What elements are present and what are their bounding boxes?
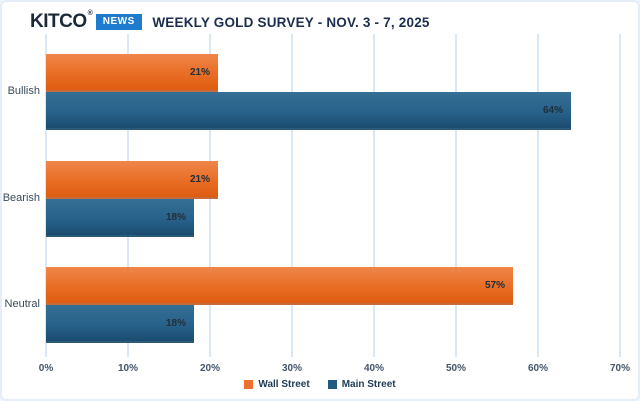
category-label: Bearish [2,192,40,204]
bar-neutral-wall-street [46,267,513,305]
legend-label: Main Street [341,379,396,390]
x-axis-tick-label: 70% [609,363,631,374]
legend-swatch-icon [327,380,337,389]
x-axis-tick-label: 30% [281,363,303,374]
bar-value-label: 21% [190,174,211,185]
bar-value-label: 57% [485,280,506,291]
kitco-logo: KITCO ® NEWS [30,10,142,33]
x-axis-tick-label: 20% [199,363,221,374]
kitco-wordmark: KITCO [30,11,87,32]
bar-value-label: 64% [543,105,564,116]
bar-bearish-wall-street [46,161,218,199]
bar-neutral-main-street [46,305,194,343]
x-axis-tick-label: 10% [117,363,139,374]
bar-bullish-main-street [46,92,571,130]
legend: Wall Street Main Street [2,379,638,390]
registered-trademark-icon: ® [87,10,93,17]
gridline [537,34,539,357]
gridline [619,34,621,357]
x-axis-tick-label: 40% [363,363,385,374]
x-axis-tick-label: 60% [527,363,549,374]
legend-item-wall-street: Wall Street [244,379,310,390]
gridline [373,34,375,357]
gridline [455,34,457,357]
legend-item-main-street: Main Street [327,379,396,390]
category-label: Neutral [4,298,40,310]
bar-value-label: 18% [166,212,187,223]
news-badge: NEWS [95,14,142,30]
legend-swatch-icon [244,380,254,389]
legend-label: Wall Street [258,379,310,390]
chart-title: WEEKLY GOLD SURVEY - NOV. 3 - 7, 2025 [152,15,430,30]
x-axis-tick-label: 50% [445,363,467,374]
bar-value-label: 21% [190,67,211,78]
gridline [291,34,293,357]
x-axis-tick-label: 0% [38,363,54,374]
category-label: Bullish [7,85,40,97]
bar-value-label: 18% [166,318,187,329]
bar-bullish-wall-street [46,54,218,92]
bar-bearish-main-street [46,199,194,237]
